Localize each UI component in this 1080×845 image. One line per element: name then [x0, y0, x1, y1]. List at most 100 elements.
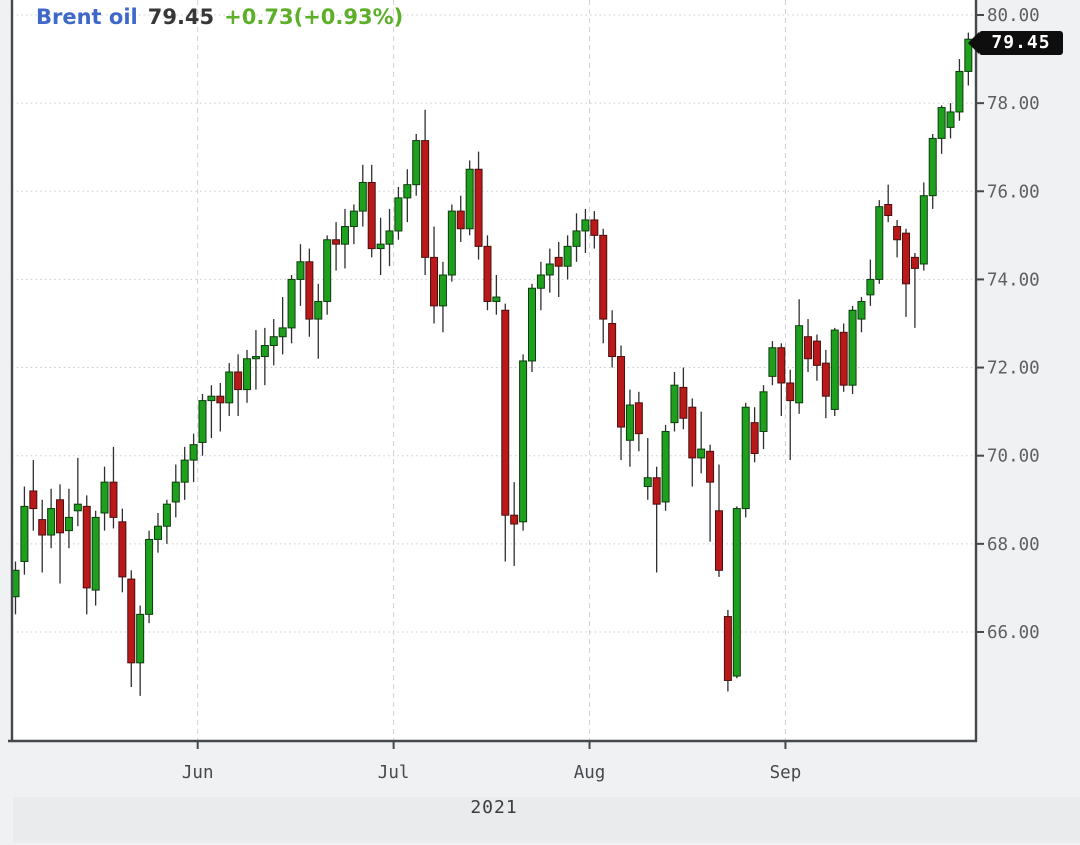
candle-down[interactable] — [56, 499, 65, 534]
candle-up[interactable] — [153, 525, 162, 540]
candle-up[interactable] — [180, 459, 189, 483]
candle-up[interactable] — [492, 296, 501, 302]
candle-up[interactable] — [527, 287, 536, 362]
candle-down[interactable] — [902, 232, 910, 285]
candle-up[interactable] — [857, 300, 866, 320]
candle-down[interactable] — [608, 322, 617, 358]
candle-up[interactable] — [394, 197, 403, 232]
candle-up[interactable] — [162, 503, 171, 527]
candle-up[interactable] — [759, 391, 768, 432]
candle-up[interactable] — [189, 444, 198, 461]
candle-up[interactable] — [581, 219, 590, 232]
candle-up[interactable] — [919, 195, 928, 265]
candle-down[interactable] — [634, 402, 643, 435]
candle-down[interactable] — [839, 331, 848, 386]
candle-up[interactable] — [643, 477, 652, 488]
candle-up[interactable] — [145, 538, 154, 615]
candle-up[interactable] — [697, 448, 706, 459]
candle-down[interactable] — [679, 386, 688, 419]
candle-down[interactable] — [332, 239, 341, 245]
candle-up[interactable] — [47, 508, 56, 536]
candle-up[interactable] — [251, 356, 260, 360]
candle-down[interactable] — [821, 362, 830, 397]
candle-down[interactable] — [367, 181, 376, 250]
candle-down[interactable] — [501, 309, 510, 516]
candle-up[interactable] — [340, 226, 349, 245]
candle-up[interactable] — [848, 309, 857, 386]
candle-up[interactable] — [465, 168, 474, 230]
candle-down[interactable] — [688, 406, 697, 459]
candle-down[interactable] — [421, 140, 430, 258]
candle-up[interactable] — [314, 300, 323, 320]
candle-up[interactable] — [73, 503, 82, 512]
candle-up[interactable] — [278, 327, 287, 338]
candle-down[interactable] — [714, 510, 723, 571]
candle-down[interactable] — [305, 261, 314, 320]
candle-down[interactable] — [109, 481, 118, 518]
candle-up[interactable] — [385, 230, 394, 245]
candle-up[interactable] — [403, 184, 412, 199]
candle-up[interactable] — [438, 274, 447, 307]
candle-down[interactable] — [723, 616, 732, 681]
candle-up[interactable] — [171, 481, 180, 503]
candle-down[interactable] — [652, 477, 661, 505]
candle-up[interactable] — [260, 345, 269, 358]
candle-down[interactable] — [786, 382, 795, 402]
candle-up[interactable] — [100, 481, 109, 514]
candle-up[interactable] — [830, 329, 839, 410]
candle-down[interactable] — [474, 168, 483, 247]
candle-down[interactable] — [554, 256, 563, 267]
candle-up[interactable] — [412, 140, 421, 186]
candle-up[interactable] — [287, 278, 296, 329]
candle-up[interactable] — [670, 384, 679, 424]
candle-down[interactable] — [590, 219, 599, 236]
candle-up[interactable] — [732, 508, 741, 677]
candle-down[interactable] — [29, 490, 38, 510]
candle-up[interactable] — [536, 274, 545, 289]
candle-down[interactable] — [777, 347, 786, 384]
candle-up[interactable] — [866, 278, 875, 296]
candle-down[interactable] — [82, 505, 91, 589]
candle-down[interactable] — [893, 226, 902, 241]
candle-down[interactable] — [812, 340, 821, 366]
candle-up[interactable] — [519, 360, 528, 523]
candle-up[interactable] — [376, 243, 385, 250]
candle-up[interactable] — [937, 107, 946, 139]
candle-down[interactable] — [750, 422, 759, 454]
candle-up[interactable] — [64, 516, 73, 532]
candle-up[interactable] — [563, 245, 572, 267]
candle-down[interactable] — [234, 371, 243, 391]
candle-up[interactable] — [323, 239, 332, 302]
candle-up[interactable] — [136, 613, 145, 664]
candle-up[interactable] — [572, 230, 581, 247]
candle-up[interactable] — [741, 406, 750, 510]
candle-down[interactable] — [804, 336, 813, 360]
candle-down[interactable] — [483, 245, 492, 302]
candle-down[interactable] — [430, 256, 439, 307]
candle-up[interactable] — [198, 400, 207, 443]
candle-down[interactable] — [910, 256, 919, 269]
candle-down[interactable] — [118, 521, 127, 578]
candle-up[interactable] — [875, 206, 884, 280]
candle-up[interactable] — [243, 358, 252, 391]
candle-up[interactable] — [545, 263, 554, 276]
candle-down[interactable] — [510, 514, 519, 525]
candle-down[interactable] — [884, 204, 893, 217]
candle-down[interactable] — [216, 395, 225, 404]
plot-area[interactable] — [12, 0, 975, 741]
candle-up[interactable] — [946, 111, 955, 128]
candle-down[interactable] — [617, 356, 626, 428]
candle-up[interactable] — [349, 210, 358, 228]
candle-up[interactable] — [269, 336, 278, 347]
candle-down[interactable] — [599, 234, 608, 320]
candle-up[interactable] — [447, 210, 456, 276]
candle-up[interactable] — [768, 347, 777, 377]
candle-up[interactable] — [207, 395, 216, 402]
candle-up[interactable] — [296, 261, 305, 280]
candle-down[interactable] — [127, 578, 136, 664]
candle-up[interactable] — [661, 430, 670, 503]
candle-down[interactable] — [456, 210, 465, 230]
candle-up[interactable] — [225, 371, 234, 404]
candle-up[interactable] — [955, 70, 964, 113]
